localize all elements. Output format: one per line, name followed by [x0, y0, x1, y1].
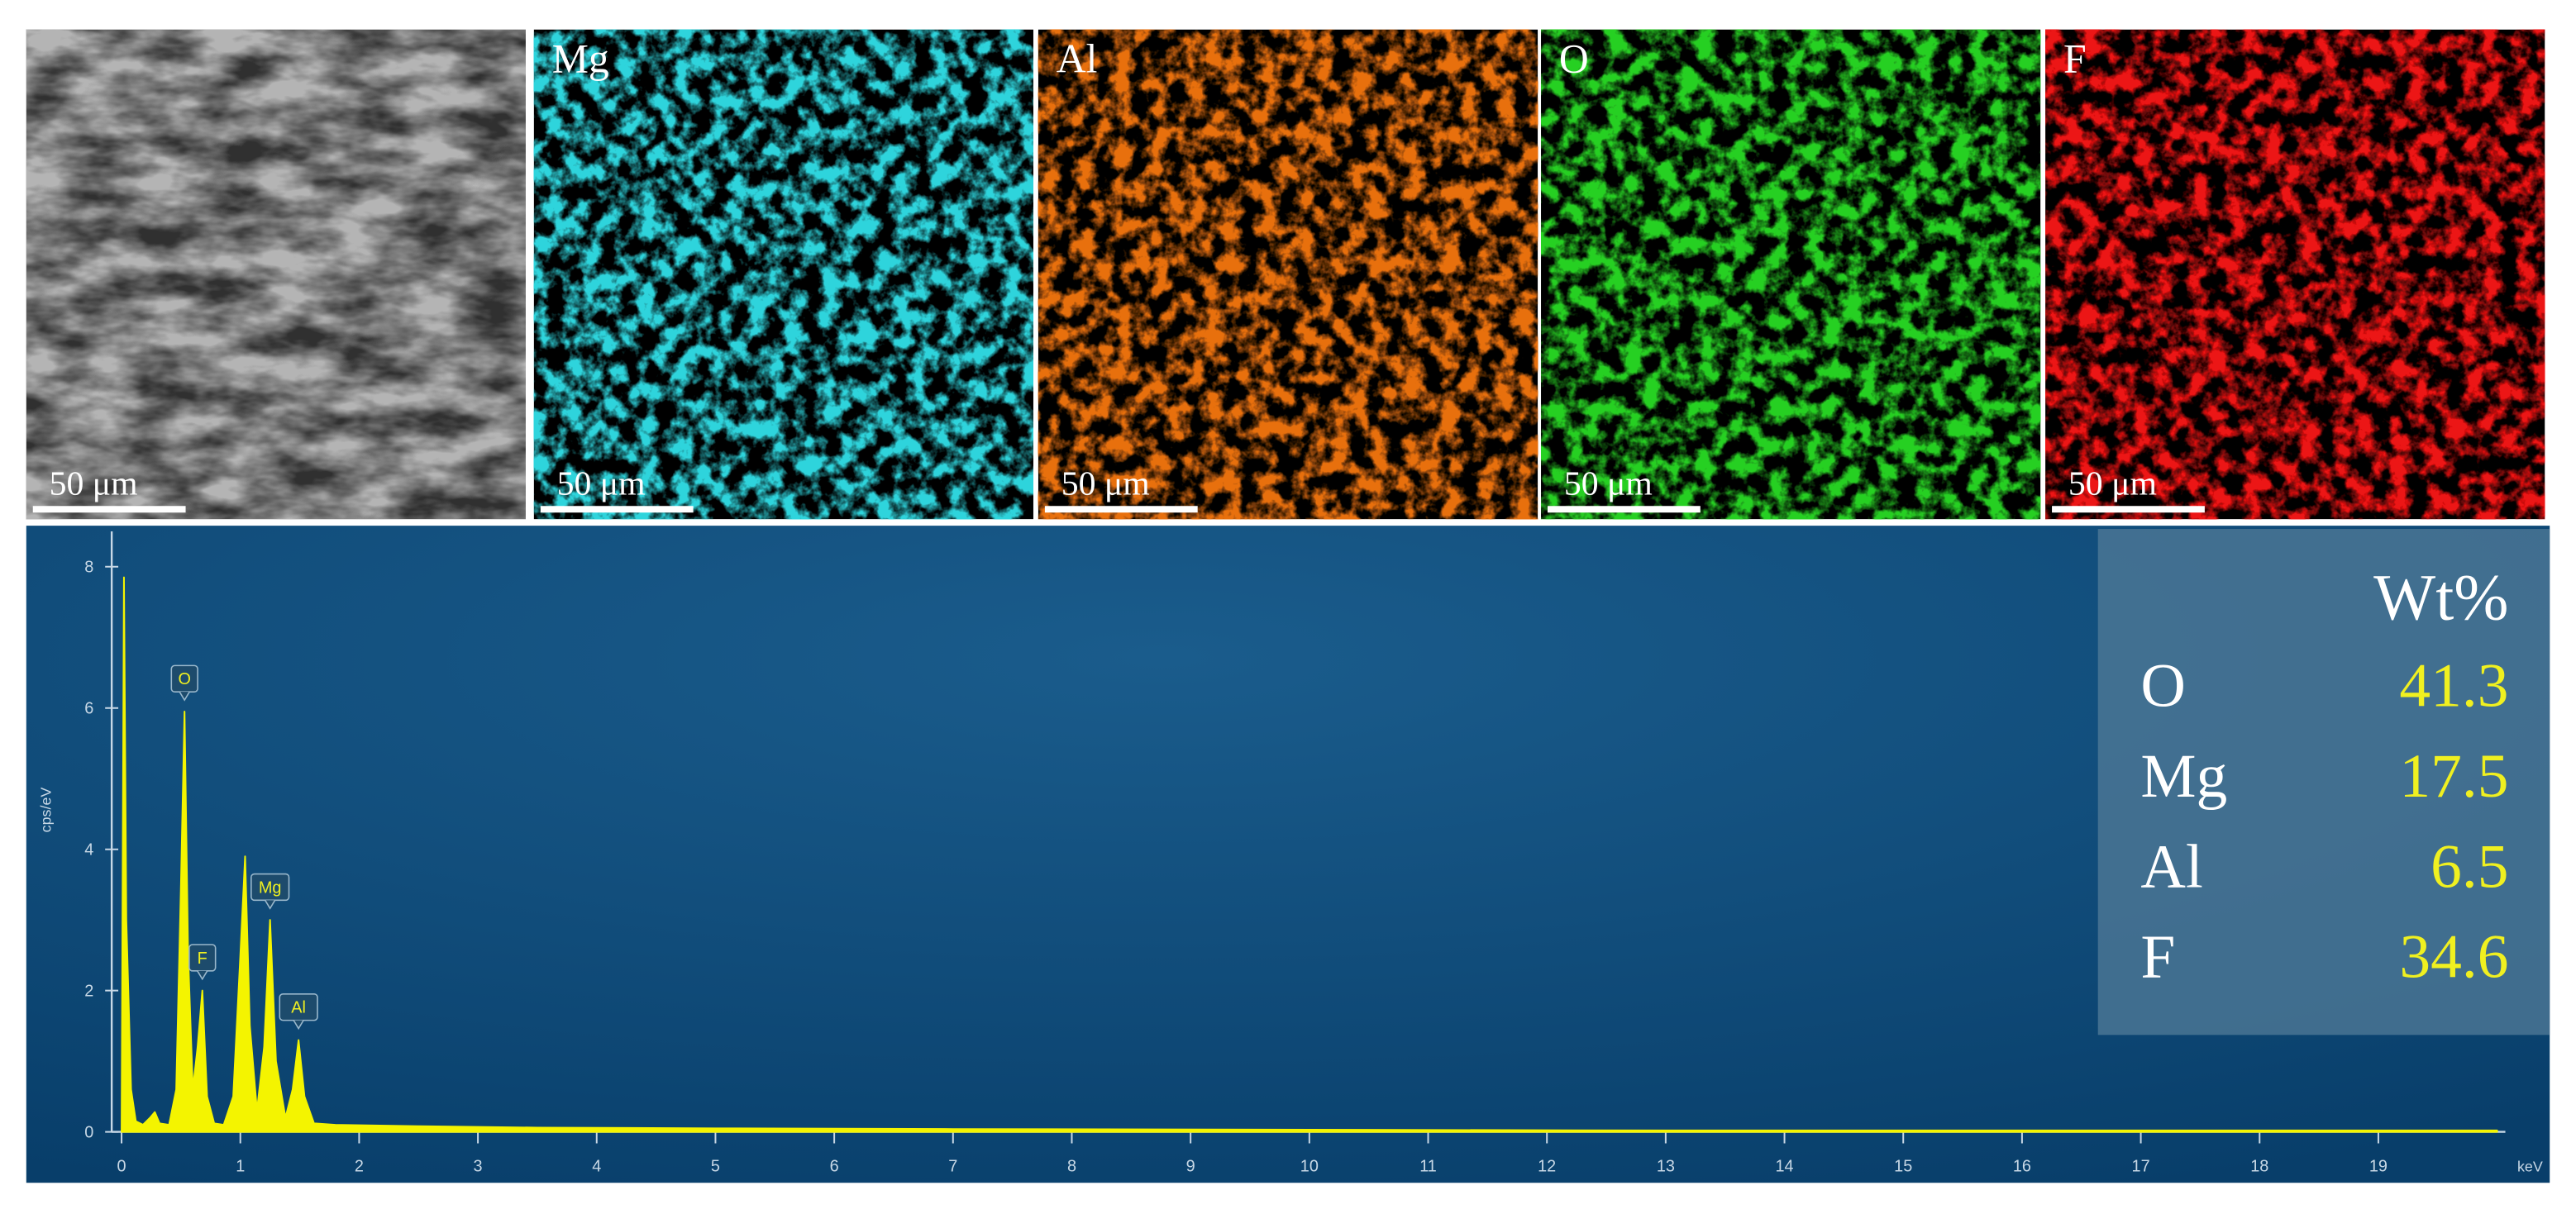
x-tick-label: 18 — [2250, 1157, 2268, 1175]
x-tick-label: 16 — [2013, 1157, 2031, 1175]
peak-label: Mg — [259, 878, 282, 897]
peak-label: Al — [291, 999, 306, 1017]
scale-bar-label: 50 μm — [2068, 464, 2157, 502]
x-tick-label: 0 — [117, 1157, 126, 1175]
wt-value: 17.5 — [2399, 742, 2508, 811]
x-tick-label: 12 — [1538, 1157, 1556, 1175]
x-tick-label: 15 — [1894, 1157, 1912, 1175]
x-tick-label: 17 — [2132, 1157, 2150, 1175]
table-header: Wt% — [2373, 561, 2508, 634]
map-texture — [2045, 29, 2545, 520]
map-texture — [533, 29, 1033, 520]
scale-bar-label: 50 μm — [1564, 464, 1653, 502]
x-tick-label: 9 — [1186, 1157, 1195, 1175]
map-label: Mg — [552, 36, 609, 81]
y-axis-label: cps/eV — [38, 788, 55, 833]
x-tick-label: 3 — [474, 1157, 483, 1175]
map-label: F — [2063, 36, 2087, 81]
x-tick-label: 2 — [355, 1157, 364, 1175]
peak-label-pointer — [197, 970, 208, 981]
map-texture — [1038, 29, 1538, 520]
x-tick-label: 6 — [830, 1157, 839, 1175]
peak-label-pointer — [293, 1020, 304, 1031]
x-tick-label: 1 — [236, 1157, 245, 1175]
peak-label: O — [178, 670, 190, 688]
x-axis-label: keV — [2517, 1158, 2543, 1174]
map-texture — [1541, 29, 2041, 520]
y-tick-label: 8 — [84, 559, 93, 577]
x-tick-label: 10 — [1300, 1157, 1319, 1175]
y-tick-label: 0 — [84, 1124, 93, 1142]
x-tick-label: 8 — [1067, 1157, 1076, 1175]
scale-bar-label: 50 μm — [1061, 464, 1150, 502]
peak-label: F — [198, 950, 208, 968]
x-tick-label: 14 — [1775, 1157, 1793, 1175]
scale-bar-label: 50 μm — [557, 464, 646, 502]
y-tick-label: 2 — [84, 983, 93, 1001]
x-tick-label: 5 — [711, 1157, 720, 1175]
peak-label-pointer — [179, 691, 190, 702]
scale-bar-label: 50 μm — [50, 464, 138, 502]
x-tick-label: 19 — [2369, 1157, 2388, 1175]
element-name: O — [2140, 652, 2186, 721]
x-tick-label: 13 — [1657, 1157, 1675, 1175]
map-label: Al — [1057, 36, 1098, 81]
y-tick-label: 6 — [84, 700, 93, 718]
wt-value: 6.5 — [2431, 832, 2508, 901]
x-tick-label: 11 — [1419, 1157, 1437, 1175]
element-name: Mg — [2140, 742, 2227, 811]
wt-value: 34.6 — [2399, 923, 2508, 992]
map-texture — [26, 29, 526, 520]
x-tick-label: 7 — [948, 1157, 957, 1175]
x-tick-label: 4 — [592, 1157, 601, 1175]
wt-table-box — [2097, 529, 2550, 1035]
map-label: O — [1559, 36, 1589, 81]
wt-value: 41.3 — [2399, 652, 2508, 721]
y-tick-label: 4 — [84, 841, 93, 859]
spectrum-area — [121, 576, 2498, 1133]
element-name: F — [2140, 923, 2175, 992]
peak-label-pointer — [265, 899, 276, 910]
element-name: Al — [2140, 832, 2203, 901]
